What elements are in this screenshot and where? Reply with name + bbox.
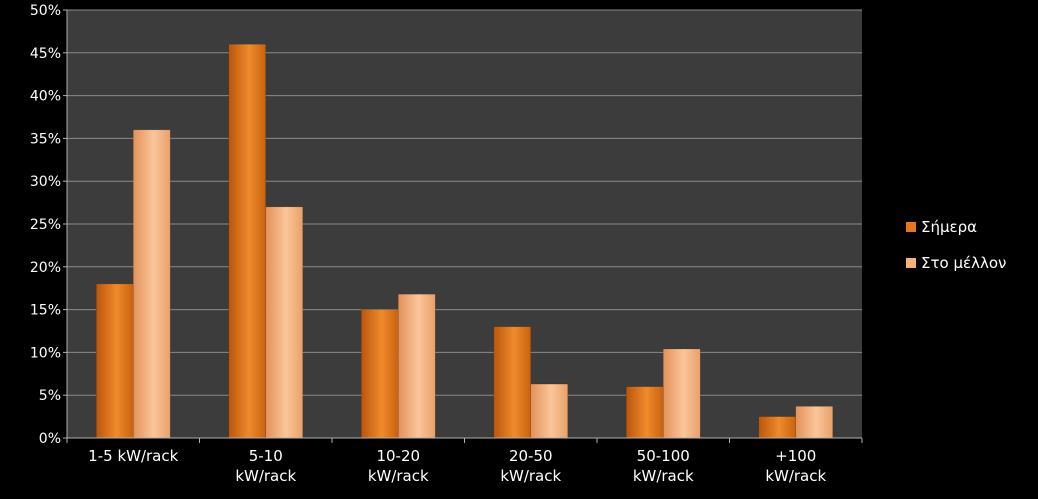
bar-future: [133, 129, 171, 439]
bar-today: [361, 309, 399, 439]
y-tick-label: 35%: [30, 131, 61, 147]
y-tick-label: 5%: [39, 388, 61, 404]
legend-label: Σήμερα: [921, 218, 977, 236]
y-tick-label: 50%: [30, 3, 61, 19]
y-tick-label: 15%: [30, 303, 61, 319]
y-tick-label: 40%: [30, 89, 61, 105]
axes: 0% 5% 10% 15% 20% 25% 30% 35% 40% 45% 50% 1-5 kW/ra…: [30, 3, 863, 485]
x-tick-label: 50-100: [637, 447, 690, 465]
y-tick-label: 10%: [30, 345, 61, 361]
x-tick-label: +100: [775, 447, 816, 465]
bar-today: [758, 416, 796, 439]
legend-swatch: [906, 258, 916, 268]
bar-today: [493, 326, 531, 439]
x-tick-label: 20-50: [509, 447, 553, 465]
y-tick-label: 25%: [30, 217, 61, 233]
bar-future: [265, 206, 303, 439]
legend: Σήμερα Στο μέλλον: [906, 218, 1006, 272]
y-tick-label: 0%: [39, 431, 61, 447]
bar-future: [530, 383, 568, 439]
x-tick-label: kW/rack: [235, 467, 296, 485]
bar-future: [398, 293, 436, 439]
bar-today: [228, 43, 266, 439]
bar-today: [626, 386, 664, 439]
x-tick-label: 5-10: [249, 447, 283, 465]
x-tick-label: 1-5 kW/rack: [88, 447, 178, 465]
y-tick-label: 20%: [30, 260, 61, 276]
gridlines: [67, 9, 862, 396]
y-tick-label: 45%: [30, 46, 61, 62]
legend-label: Στο μέλλον: [921, 254, 1006, 272]
bar-future: [663, 348, 701, 439]
bar-future: [795, 406, 833, 439]
bars: [96, 43, 833, 439]
x-tick-label: kW/rack: [368, 467, 429, 485]
x-tick-label: kW/rack: [633, 467, 694, 485]
x-tick-label: kW/rack: [765, 467, 826, 485]
y-tick-label: 30%: [30, 174, 61, 190]
x-tick-label: 10-20: [376, 447, 420, 465]
legend-swatch: [906, 222, 916, 232]
bar-today: [96, 283, 134, 439]
x-tick-label: kW/rack: [500, 467, 561, 485]
